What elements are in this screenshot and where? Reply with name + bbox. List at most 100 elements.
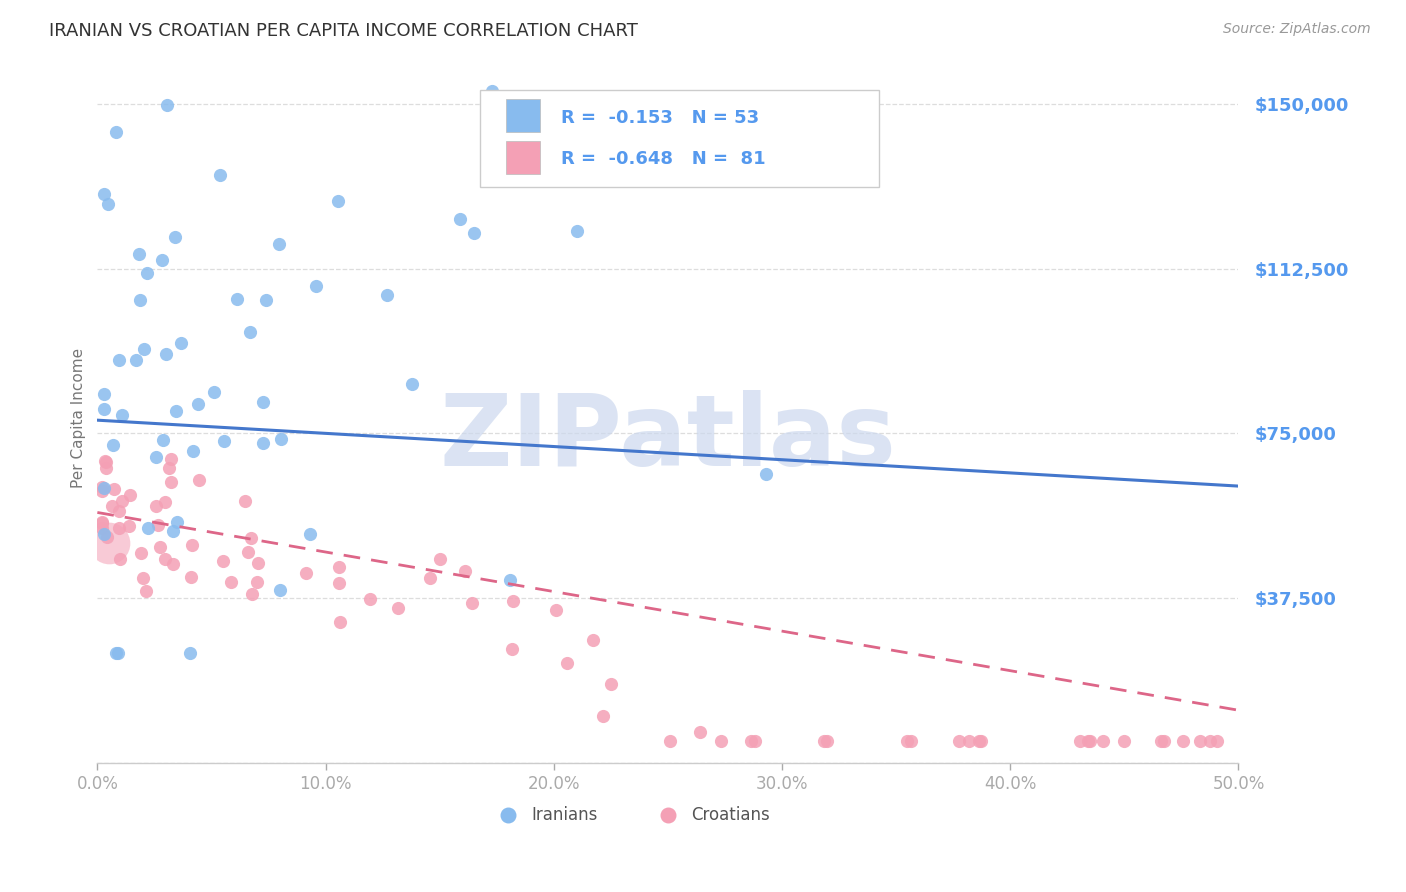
Text: Iranians: Iranians [531,805,598,823]
Point [233,494,256,508]
Point [179,646,201,660]
Point [157,460,180,475]
Point [118,519,141,533]
Bar [506,99,540,132]
Point [481,84,503,98]
Point [132,571,155,585]
Text: R =  -0.648   N =  81: R = -0.648 N = 81 [561,150,765,169]
Point [96,455,118,469]
Point [97,536,120,550]
Point [209,168,232,182]
Point [1077,734,1099,748]
Point [970,734,993,748]
Point [252,395,274,409]
Point [1227,756,1250,770]
Text: Source: ZipAtlas.com: Source: ZipAtlas.com [1223,22,1371,37]
Point [252,435,274,450]
Point [1153,734,1175,748]
Point [145,450,167,465]
Point [160,475,183,490]
Point [1206,734,1229,748]
Point [138,521,160,535]
Point [240,587,263,601]
Point [582,632,605,647]
Point [246,575,269,590]
Point [153,551,176,566]
Point [97,196,120,211]
Point [188,473,211,487]
Point [429,552,451,566]
Point [256,293,278,307]
Point [104,646,127,660]
Point [152,434,174,448]
Point [181,443,204,458]
Point [108,504,131,518]
Point [107,646,129,660]
Point [93,187,115,202]
Point [226,293,249,307]
Point [90,479,112,493]
Point [90,483,112,498]
Point [103,482,125,496]
Point [125,353,148,368]
Point [449,212,471,227]
Point [1150,734,1173,748]
Text: ZIPatlas: ZIPatlas [440,390,897,487]
Point [502,594,524,608]
Point [108,352,131,367]
Text: R =  -0.153   N = 53: R = -0.153 N = 53 [561,109,759,127]
Point [295,566,318,580]
Point [499,573,522,587]
Point [129,293,152,307]
Point [221,574,243,589]
Point [267,236,290,251]
Point [387,601,409,615]
Point [165,403,187,417]
Point [93,527,115,541]
Point [329,615,352,629]
Bar [506,141,540,175]
Point [239,531,262,545]
Point [419,571,441,585]
Point [159,452,181,467]
Point [162,524,184,538]
Point [93,401,115,416]
Point [211,554,233,568]
Point [501,641,523,656]
Point [93,386,115,401]
Point [110,551,132,566]
Y-axis label: Per Capita Income: Per Capita Income [72,348,86,488]
Point [957,734,980,748]
Point [118,488,141,502]
Point [813,734,835,748]
Point [454,565,477,579]
Point [328,560,350,574]
Text: Croatians: Croatians [690,805,769,823]
Point [592,709,614,723]
Point [908,756,931,770]
Point [900,734,922,748]
Point [1114,734,1136,748]
Point [401,376,423,391]
Point [546,603,568,617]
Point [755,467,778,481]
Point [166,515,188,529]
Point [1091,734,1114,748]
Point [100,499,122,513]
Point [236,544,259,558]
Point [202,385,225,400]
Point [111,408,134,422]
Point [298,527,321,541]
Point [96,530,118,544]
Point [148,517,170,532]
Point [135,583,157,598]
Point [305,279,328,293]
Point [710,734,733,748]
Point [565,224,588,238]
Point [948,734,970,748]
Point [104,125,127,139]
Point [155,495,177,509]
Point [101,438,124,452]
Point [555,656,578,670]
Point [108,521,131,535]
